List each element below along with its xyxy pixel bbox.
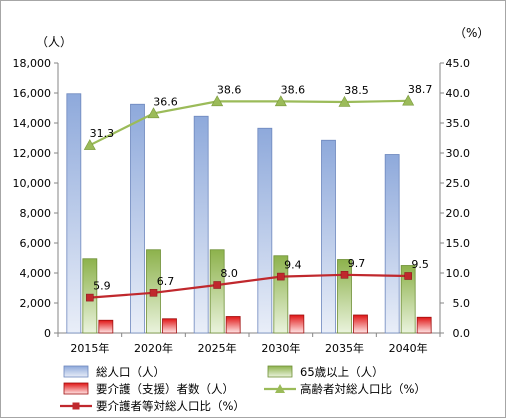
data-label-care-ratio: 9.5 [411,258,429,271]
x-tick-label: 2035年 [325,341,364,355]
y-left-tick-label: 16,000 [13,87,52,100]
y-left-tick-label: 6,000 [20,237,52,250]
y-right-unit-label: （%） [454,26,489,40]
bar-total-population [384,154,400,334]
point-aged-ratio [147,107,160,119]
bar-total-population [257,127,273,334]
x-tick-label: 2020年 [134,341,173,355]
y-right-tick-label: 20.0 [446,207,471,220]
data-label-aged-ratio: 38.7 [408,83,433,96]
bar-total-population [193,115,209,334]
y-right-tick-label: 45.0 [446,57,471,70]
y-right-ticks: 0.0 5.0 10.0 15.0 20.0 25.0 30.0 35.0 40.0 45.0 [440,57,470,340]
y-right-tick-label: 10.0 [446,267,471,280]
legend-label-care-recipients: 要介護（支援）者数（人） [96,382,234,396]
y-right-tick-label: 15.0 [446,237,471,250]
data-label-care-ratio: 9.7 [348,257,366,270]
y-left-tick-label: 0 [44,327,51,340]
bar-care-recipients [162,318,177,334]
data-label-care-ratio: 8.0 [220,267,238,280]
legend: 総人口（人） 65歳以上（人） 要介護（支援）者数（人） 高齢者対総人口比（%） 要介護… [60,365,426,413]
data-label-care-ratio: 6.7 [157,275,175,288]
y-right-tick-label: 35.0 [446,117,471,130]
point-aged-ratio [274,95,287,107]
y-left-tick-label: 12,000 [13,147,52,160]
bar-aged-65-plus [337,259,352,334]
y-left-tick-label: 8,000 [20,207,52,220]
y-left-tick-label: 14,000 [13,117,52,130]
lines: 31.3 36.6 38.6 38.6 38.5 38.7 5.9 6.7 8.0 9.4 9.7 9… [83,83,433,302]
legend-label-aged-65-plus: 65歳以上（人） [300,365,384,379]
data-label-aged-ratio: 38.6 [281,83,306,96]
bar-aged-65-plus [209,249,225,334]
bar-total-population [321,139,336,334]
bar-care-recipients [416,316,432,334]
legend-swatch-marker-aged-ratio [275,384,285,393]
line-care-ratio [89,273,409,299]
y-left-tick-label: 2,000 [20,297,52,310]
point-care-ratio [149,288,158,297]
bar-care-recipients [98,319,114,334]
y-right-tick-label: 25.0 [446,177,471,190]
data-label-aged-ratio: 31.3 [90,127,115,140]
y-right-tick-label: 5.0 [453,297,471,310]
y-left-tick-label: 10,000 [13,177,52,190]
x-tick-label: 2025年 [198,341,237,355]
legend-swatch-care-recipients [63,382,89,395]
point-care-ratio [86,293,94,302]
data-label-aged-ratio: 36.6 [153,95,178,108]
y-right-tick-label: 0.0 [453,327,471,340]
data-label-care-ratio: 9.4 [284,259,302,272]
x-axis: 2015年 2020年 2025年 2030年 2035年 2040年 [57,63,441,355]
data-label-care-ratio: 5.9 [93,280,111,293]
point-aged-ratio [338,95,351,107]
bar-care-recipients [353,314,368,334]
y-right-tick-label: 40.0 [446,87,471,100]
bar-aged-65-plus [400,265,416,334]
bar-total-population [130,103,145,334]
y-left-tick-label: 18,000 [13,57,52,70]
x-tick-label: 2015年 [70,341,109,355]
point-care-ratio [404,272,412,280]
legend-label-aged-ratio: 高齢者対総人口比（%） [300,382,426,396]
y-left-tick-label: 4,000 [20,267,52,280]
legend-swatch-total-population [63,365,89,378]
point-aged-ratio [83,139,96,150]
y-left-unit-label: （人） [36,35,72,49]
x-tick-label: 2030年 [261,341,300,355]
legend-swatch-aged-65-plus [267,365,293,378]
line-aged-ratio [89,99,409,147]
y-left-ticks: 0 2,000 4,000 6,000 8,000 10,000 12,000 14,000 1… [13,57,58,340]
bar-total-population [66,93,82,334]
point-care-ratio [277,272,285,281]
point-care-ratio [340,270,349,279]
point-care-ratio [213,281,221,289]
legend-label-care-ratio: 要介護者等対総人口比（%） [96,399,245,413]
legend-swatch-marker-care-ratio [72,402,80,410]
x-tick-label: 2040年 [389,341,428,355]
legend-label-total-population: 総人口（人） [96,365,165,379]
bars [66,93,432,334]
y-right-tick-label: 30.0 [446,147,471,160]
data-label-aged-ratio: 38.5 [344,84,369,97]
bar-care-recipients [289,314,305,334]
point-aged-ratio [402,94,415,106]
bar-care-recipients [225,316,241,334]
data-label-aged-ratio: 38.6 [217,83,242,96]
point-aged-ratio [211,95,224,107]
